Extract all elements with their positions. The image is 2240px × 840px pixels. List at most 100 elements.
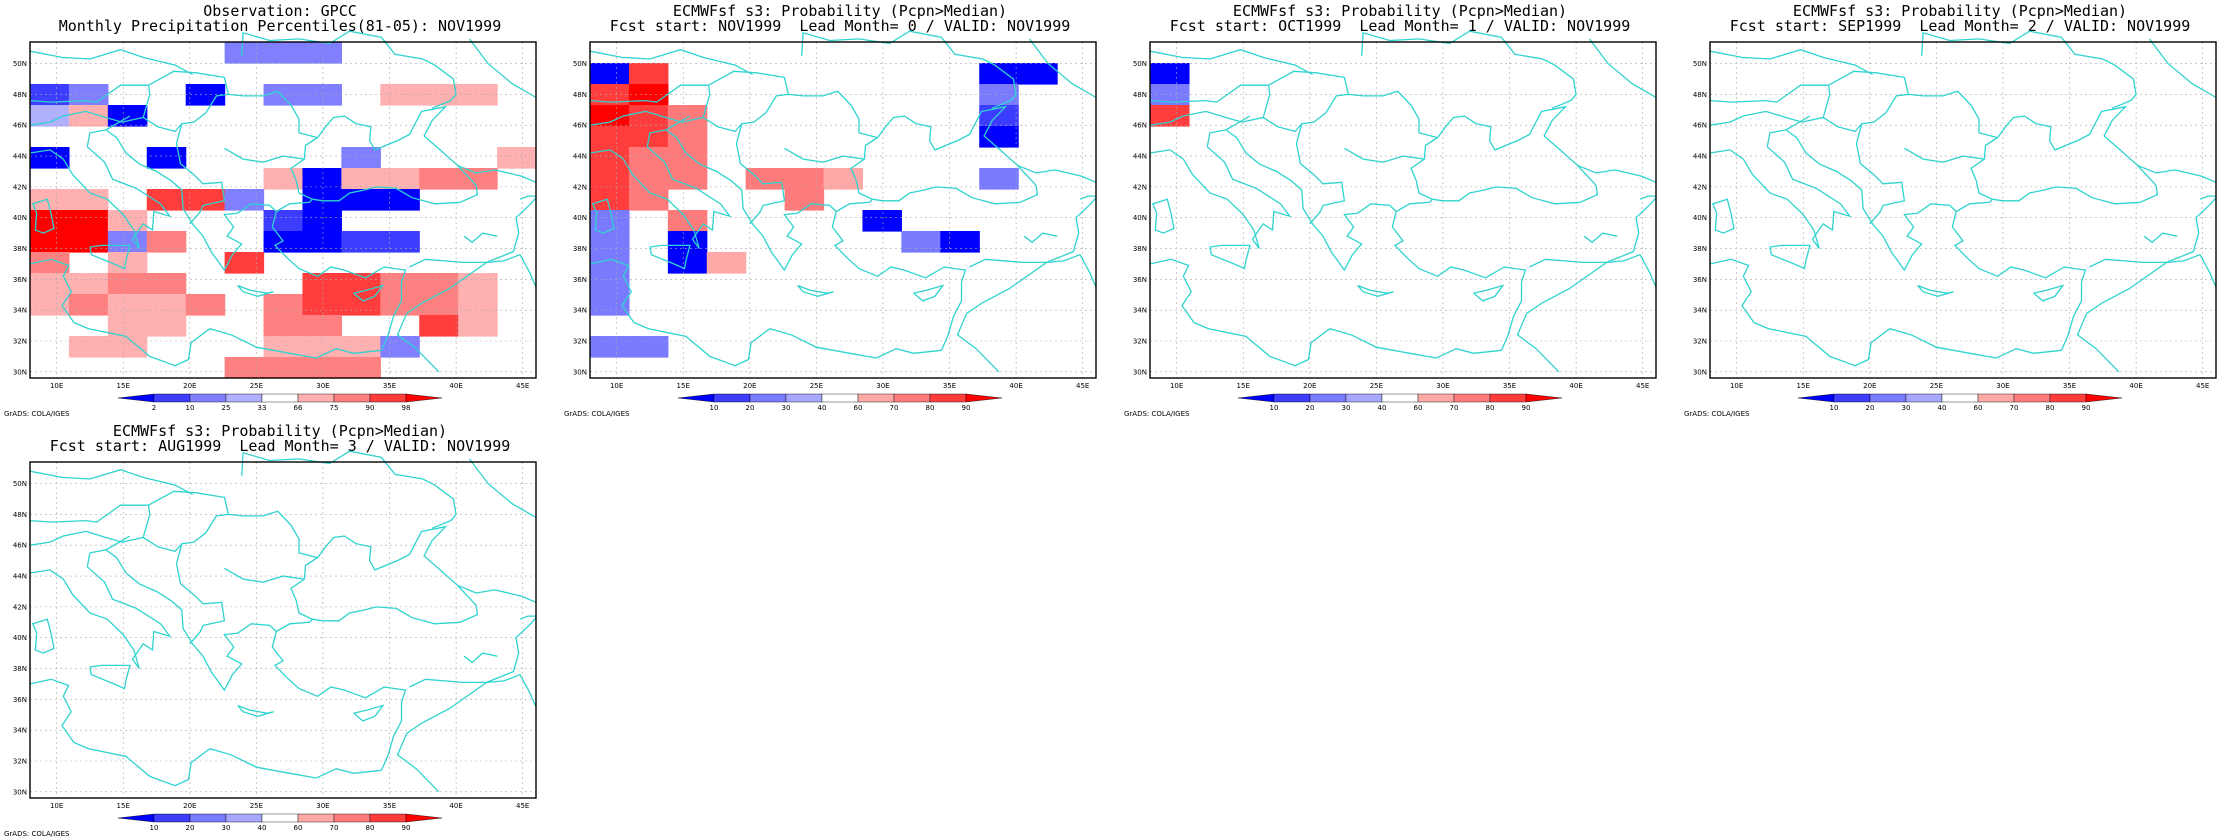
lon-tick-label: 20E — [183, 802, 196, 810]
legend-label: 2 — [152, 404, 156, 412]
grid-cell — [1150, 84, 1190, 106]
lat-tick-label: 34N — [1693, 307, 1707, 315]
grid-cell — [590, 210, 630, 232]
legend-label: 33 — [258, 404, 267, 412]
grid-cell — [302, 189, 342, 211]
grid-cell — [341, 189, 381, 211]
grid-cell — [341, 294, 381, 316]
grid-cell — [784, 189, 825, 211]
grid-cell — [146, 189, 187, 211]
grid-cell — [745, 168, 786, 190]
map-frame — [1709, 41, 2217, 379]
lat-tick-label: 30N — [1133, 368, 1147, 376]
legend-swatch — [713, 393, 751, 403]
grid-cell — [341, 336, 381, 358]
legend-swatch — [153, 393, 191, 403]
lat-tick-label: 44N — [573, 153, 587, 161]
lat-tick-label: 38N — [13, 245, 27, 253]
lat-tick-label: 42N — [1693, 183, 1707, 191]
grid-cell — [30, 84, 70, 106]
legend-label: 60 — [854, 404, 863, 412]
grid-cell — [458, 294, 498, 316]
grid-cell — [68, 105, 109, 127]
map-frame — [29, 461, 537, 799]
grid-cell — [380, 231, 420, 253]
grid-cell — [30, 294, 70, 316]
grid-cell — [185, 189, 226, 211]
lat-tick-label: 46N — [13, 122, 27, 130]
legend-swatch — [677, 393, 715, 403]
lon-tick-label: 15E — [1237, 382, 1250, 390]
grid-cell — [224, 189, 265, 211]
lon-tick-label: 10E — [1170, 382, 1183, 390]
grid-cell — [146, 147, 187, 169]
lon-tick-label: 35E — [2063, 382, 2076, 390]
grid-cell — [419, 84, 459, 106]
coastlines — [589, 30, 1097, 373]
lon-tick-label: 20E — [743, 382, 756, 390]
grid-cell — [68, 294, 109, 316]
grid-cell — [68, 273, 109, 295]
grid-cell — [263, 231, 304, 253]
grid-cell — [302, 315, 342, 337]
lon-tick-label: 20E — [1303, 382, 1316, 390]
legend-swatch — [117, 813, 155, 823]
legend-label: 75 — [330, 404, 339, 412]
grid-cell — [302, 231, 342, 253]
grid-cell — [784, 168, 825, 190]
grid-cell — [146, 294, 187, 316]
grid-cell — [302, 273, 342, 295]
legend-swatch — [893, 393, 931, 403]
grid-cell — [419, 273, 459, 295]
legend-swatch — [1797, 393, 1835, 403]
legend-label: 40 — [258, 824, 267, 832]
lon-tick-label: 45E — [516, 382, 529, 390]
gridlines — [590, 42, 1096, 378]
grid-cell — [458, 273, 498, 295]
grid-cell — [341, 357, 381, 379]
lon-tick-label: 35E — [383, 802, 396, 810]
grid-cell — [341, 168, 381, 190]
grid-cell — [30, 105, 70, 127]
legend-label: 98 — [402, 404, 411, 412]
map-frame — [589, 41, 1097, 379]
grid-cell — [263, 210, 304, 232]
lon-tick-label: 35E — [1503, 382, 1516, 390]
grid-cell — [667, 252, 708, 274]
legend-label: 90 — [2082, 404, 2091, 412]
grid-cell — [628, 84, 669, 106]
lon-tick-label: 15E — [117, 802, 130, 810]
lon-tick-label: 40E — [2129, 382, 2142, 390]
legend-swatch — [857, 393, 895, 403]
legend-label: 80 — [366, 824, 375, 832]
grid-cell — [68, 336, 109, 358]
grid-cell — [590, 147, 630, 169]
legend-label: 10 — [186, 404, 195, 412]
grads-credit: GrADS: COLA/IGES — [4, 410, 70, 418]
lon-tick-label: 10E — [50, 802, 63, 810]
legend-swatch — [1833, 393, 1871, 403]
lon-tick-label: 30E — [316, 382, 329, 390]
grid-cells — [590, 63, 1058, 358]
lat-tick-label: 42N — [573, 183, 587, 191]
legend-label: 80 — [2046, 404, 2055, 412]
grid-cell — [146, 273, 187, 295]
color-legend: 10 20 30 40 60 70 80 90 — [1237, 393, 1563, 412]
legend-swatch — [785, 393, 823, 403]
grid-cell — [30, 147, 70, 169]
gridlines — [30, 462, 536, 798]
grid-cells — [30, 42, 537, 379]
lat-tick-label: 48N — [13, 91, 27, 99]
grid-cell — [30, 210, 70, 232]
grid-cell — [302, 210, 342, 232]
lat-tick-label: 30N — [13, 368, 27, 376]
lon-tick-label: 25E — [810, 382, 823, 390]
lat-tick-label: 48N — [1133, 91, 1147, 99]
grid-cell — [706, 252, 747, 274]
grid-cell — [419, 168, 459, 190]
legend-swatch — [297, 393, 335, 403]
lon-tick-label: 25E — [250, 802, 263, 810]
grid-cell — [628, 63, 669, 85]
grads-credit: GrADS: COLA/IGES — [1124, 410, 1190, 418]
grid-cell — [30, 231, 70, 253]
